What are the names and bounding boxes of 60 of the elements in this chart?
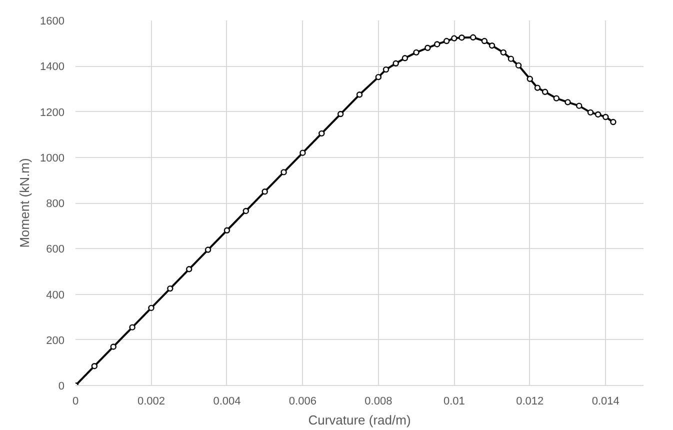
point bbox=[602, 114, 609, 120]
point bbox=[526, 76, 533, 82]
point bbox=[488, 42, 496, 49]
point bbox=[481, 38, 488, 44]
x-tick-label: 0 bbox=[72, 396, 79, 408]
point bbox=[110, 344, 116, 350]
point bbox=[553, 95, 560, 102]
point bbox=[534, 84, 541, 91]
point bbox=[424, 44, 431, 51]
point bbox=[500, 49, 506, 56]
y-axis-title: Moment (kN.m) bbox=[17, 158, 32, 248]
point bbox=[434, 41, 440, 48]
y-tick-label: 600 bbox=[46, 244, 65, 256]
point bbox=[458, 34, 465, 41]
point bbox=[167, 285, 174, 292]
x-tick-label: 0.01 bbox=[443, 396, 465, 408]
point bbox=[508, 56, 514, 62]
x-tick-label: 0.006 bbox=[288, 396, 316, 408]
x-tick-label: 0.002 bbox=[137, 396, 165, 408]
point bbox=[392, 60, 399, 66]
x-tick-label: 0.004 bbox=[213, 396, 241, 408]
point bbox=[186, 266, 192, 272]
y-tick-label: 1200 bbox=[40, 106, 65, 119]
point bbox=[382, 66, 390, 73]
point bbox=[470, 34, 476, 40]
x-tick-label: 0.008 bbox=[364, 396, 392, 408]
point bbox=[224, 227, 230, 234]
point bbox=[610, 118, 616, 126]
point bbox=[204, 246, 212, 253]
point bbox=[262, 188, 268, 195]
point bbox=[129, 324, 136, 330]
point bbox=[356, 92, 363, 98]
y-tick-label: 1600 bbox=[40, 16, 65, 28]
y-tick-label: 400 bbox=[46, 289, 65, 302]
point bbox=[542, 88, 548, 95]
point bbox=[451, 35, 458, 42]
x-tick-label: 0.012 bbox=[516, 396, 544, 408]
point bbox=[594, 111, 602, 118]
point bbox=[318, 130, 325, 137]
x-tick-label: 0.014 bbox=[592, 396, 620, 408]
point bbox=[576, 102, 582, 109]
point bbox=[148, 304, 154, 312]
point bbox=[280, 169, 287, 176]
x-axis-title: Curvature (rad/m) bbox=[308, 412, 411, 428]
point bbox=[443, 38, 450, 44]
point bbox=[413, 49, 420, 56]
point bbox=[337, 110, 344, 118]
point bbox=[402, 55, 408, 62]
y-tick-label: 1400 bbox=[40, 61, 65, 74]
point bbox=[91, 363, 98, 370]
y-tick-label: 0 bbox=[58, 380, 65, 392]
y-tick-label: 1000 bbox=[40, 152, 65, 164]
point bbox=[300, 150, 306, 156]
point bbox=[515, 62, 522, 69]
point bbox=[375, 74, 382, 80]
y-tick-label: 200 bbox=[46, 334, 65, 347]
point bbox=[587, 109, 594, 116]
point bbox=[242, 208, 249, 214]
y-tick-label: 800 bbox=[46, 198, 65, 210]
point bbox=[564, 99, 571, 106]
